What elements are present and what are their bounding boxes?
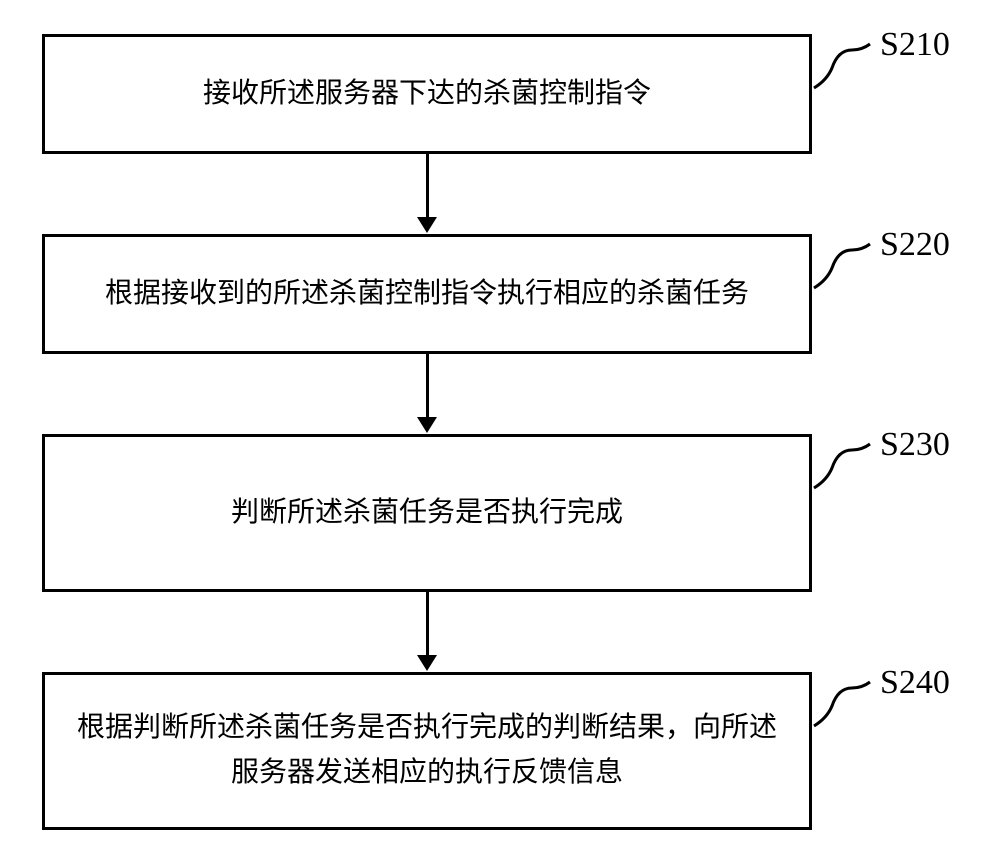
step-label-s240: S240 — [880, 664, 950, 702]
connector-squiggle — [812, 440, 872, 490]
flow-step-s230: 判断所述杀菌任务是否执行完成 — [42, 434, 812, 592]
arrow-line — [426, 354, 429, 418]
flow-step-s220: 根据接收到的所述杀菌控制指令执行相应的杀菌任务 — [42, 234, 812, 354]
connector-squiggle — [812, 678, 872, 728]
arrow-line — [426, 154, 429, 218]
step-label-s230: S230 — [880, 426, 950, 464]
connector-squiggle — [812, 40, 872, 90]
flow-step-text: 根据判断所述杀菌任务是否执行完成的判断结果，向所述服务器发送相应的执行反馈信息 — [65, 706, 789, 796]
flow-step-text: 接收所述服务器下达的杀菌控制指令 — [203, 72, 651, 117]
arrow-head-icon — [417, 217, 437, 233]
arrow-head-icon — [417, 417, 437, 433]
flow-step-text: 根据接收到的所述杀菌控制指令执行相应的杀菌任务 — [105, 272, 749, 317]
flow-step-s240: 根据判断所述杀菌任务是否执行完成的判断结果，向所述服务器发送相应的执行反馈信息 — [42, 672, 812, 830]
step-label-s220: S220 — [880, 226, 950, 264]
step-label-s210: S210 — [880, 26, 950, 64]
flow-step-text: 判断所述杀菌任务是否执行完成 — [231, 491, 623, 536]
flow-step-s210: 接收所述服务器下达的杀菌控制指令 — [42, 34, 812, 154]
connector-squiggle — [812, 240, 872, 290]
arrow-line — [426, 592, 429, 656]
arrow-head-icon — [417, 655, 437, 671]
